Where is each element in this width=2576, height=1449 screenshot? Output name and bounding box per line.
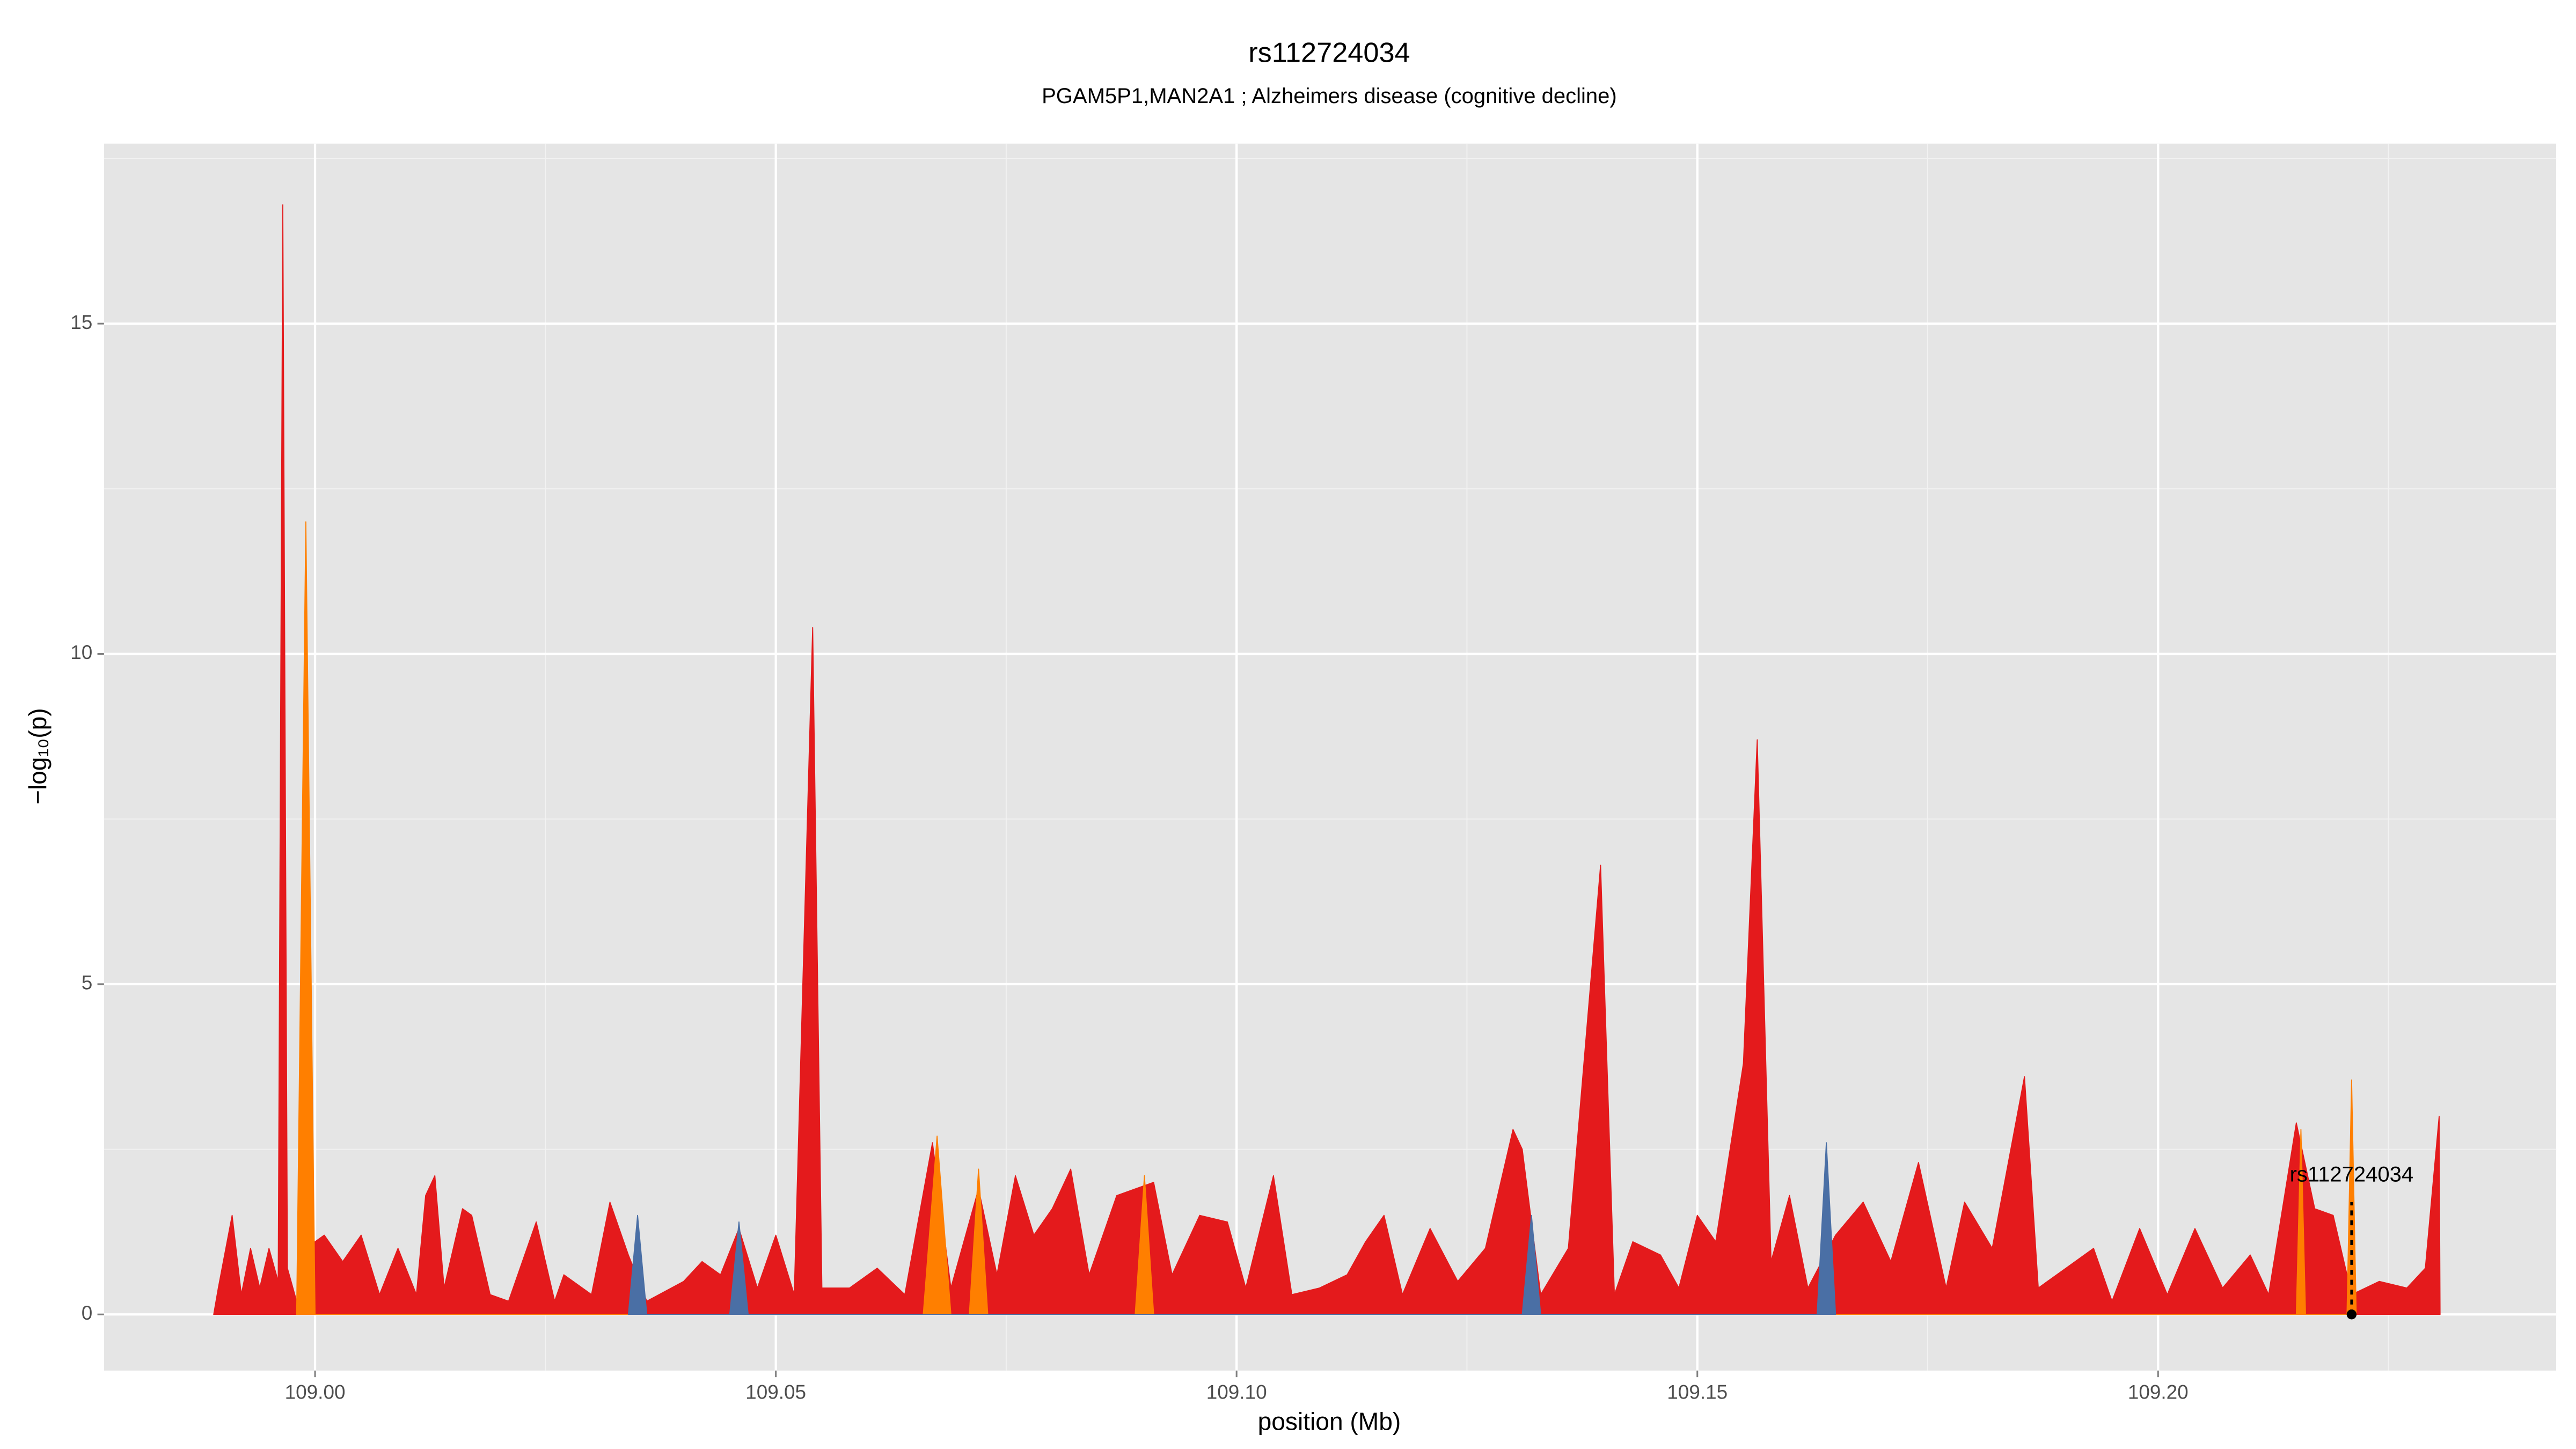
chart-subtitle: PGAM5P1,MAN2A1 ; Alzheimers disease (cog… <box>1042 84 1617 108</box>
y-axis-label: −log₁₀(p) <box>24 708 52 804</box>
area <box>213 204 2441 1315</box>
y-tick-label: 15 <box>70 311 92 333</box>
x-tick-label: 109.20 <box>2128 1381 2189 1403</box>
x-tick-label: 109.00 <box>285 1381 346 1403</box>
grid <box>97 143 2557 1378</box>
y-tick-label: 0 <box>82 1302 93 1324</box>
y-tick-label: 10 <box>70 641 92 663</box>
x-tick-label: 109.10 <box>1206 1381 1267 1403</box>
annotation-label: rs112724034 <box>2290 1162 2414 1186</box>
annotation-point <box>2346 1309 2357 1320</box>
y-tick-label: 5 <box>82 972 93 994</box>
area <box>627 1142 1836 1315</box>
x-tick-label: 109.15 <box>1667 1381 1728 1403</box>
chart-title: rs112724034 <box>1248 37 1410 68</box>
x-axis-label: position (Mb) <box>1258 1407 1401 1435</box>
x-tick-label: 109.05 <box>745 1381 806 1403</box>
panel <box>104 143 2557 1371</box>
